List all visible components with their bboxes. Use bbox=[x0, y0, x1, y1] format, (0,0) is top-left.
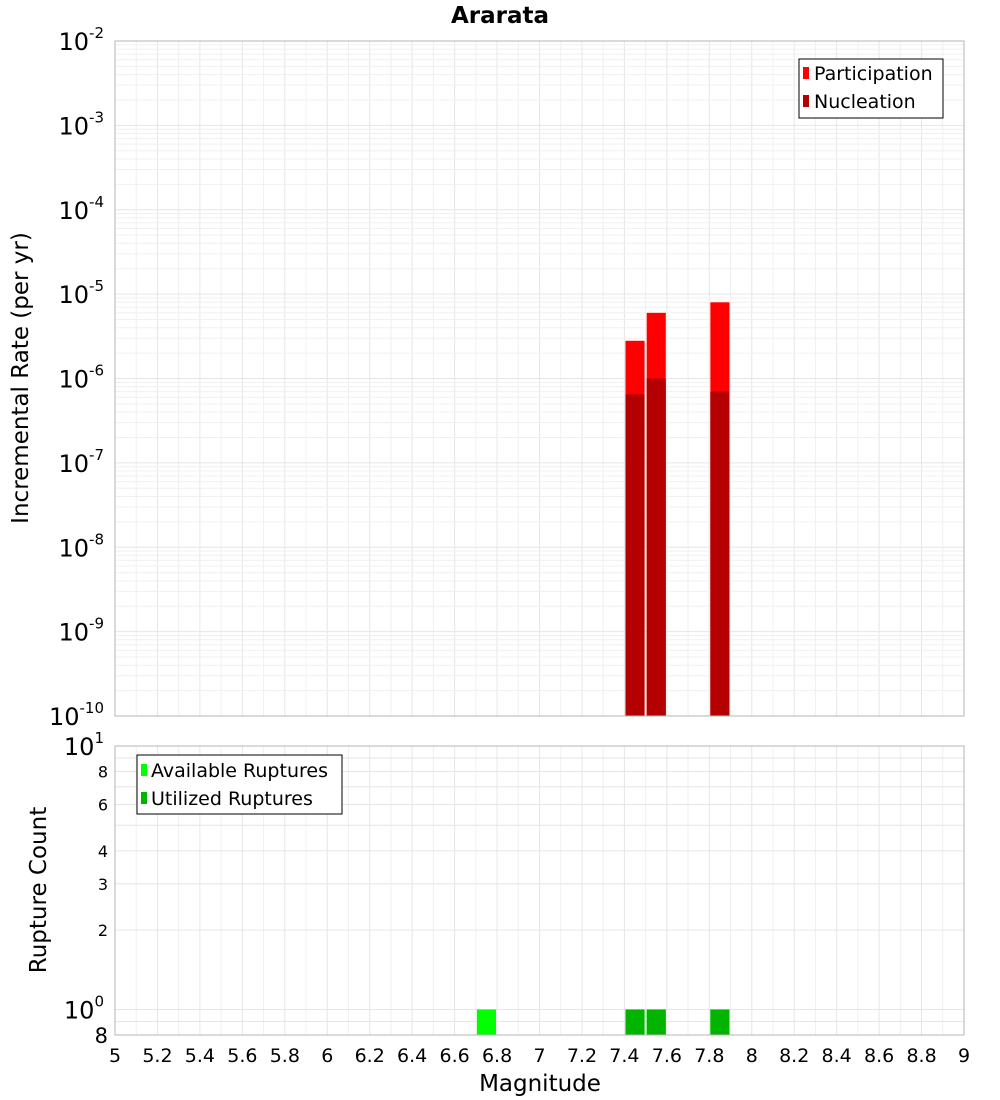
x-tick-label: 7.6 bbox=[652, 1045, 682, 1067]
top-y-tick-label: 10-8 bbox=[58, 530, 104, 562]
bottom-y-tick-label: 2 bbox=[98, 921, 108, 940]
nucleation-bar bbox=[710, 391, 730, 716]
top-y-tick-label-base: 10 bbox=[58, 450, 89, 478]
bottom-legend-box bbox=[136, 754, 343, 815]
legend-label: Nucleation bbox=[814, 91, 916, 113]
top-y-tick-label-exponent: -10 bbox=[80, 699, 105, 717]
top-y-tick-label-exponent: -9 bbox=[89, 615, 104, 633]
bottom-y-tick-label: 6 bbox=[98, 795, 108, 814]
top-y-tick-label-exponent: -2 bbox=[89, 24, 104, 42]
top-y-tick-label: 10-4 bbox=[58, 193, 104, 225]
grid-lines bbox=[114, 41, 965, 1036]
top-y-tick-label: 10-10 bbox=[49, 699, 104, 731]
x-tick-label: 5.6 bbox=[227, 1045, 257, 1067]
bottom-y-tick-label: 8 bbox=[95, 1024, 108, 1048]
top-bars bbox=[625, 302, 730, 716]
bottom-y-tick-label: 101 bbox=[64, 729, 104, 761]
utilized-ruptures-bar bbox=[646, 1009, 666, 1035]
top-y-tick-label-base: 10 bbox=[58, 366, 89, 394]
x-tick-label: 6.6 bbox=[439, 1045, 469, 1067]
x-tick-label: 8.4 bbox=[822, 1045, 852, 1067]
legend-swatch bbox=[141, 764, 147, 776]
bottom-legend: Available Ruptures Utilized Ruptures bbox=[136, 754, 343, 815]
top-y-tick-label-base: 10 bbox=[58, 197, 89, 225]
top-y-tick-label-exponent: -5 bbox=[89, 277, 104, 295]
x-tick-label: 7.8 bbox=[694, 1045, 724, 1067]
bottom-y-tick-label-base: 10 bbox=[64, 996, 95, 1024]
top-y-tick-label: 10-9 bbox=[58, 615, 104, 647]
x-tick-label: 7 bbox=[533, 1045, 545, 1067]
top-y-tick-label-base: 10 bbox=[49, 703, 80, 731]
bottom-y-axis-title: Rupture Count bbox=[26, 807, 52, 973]
top-y-tick-label-base: 10 bbox=[58, 534, 89, 562]
legend-swatch bbox=[803, 95, 809, 107]
x-tick-label: 6 bbox=[321, 1045, 333, 1067]
x-tick-label: 7.4 bbox=[609, 1045, 639, 1067]
top-legend: Participation Nucleation bbox=[798, 58, 944, 119]
bottom-y-tick-label-base: 10 bbox=[64, 733, 95, 761]
x-tick-label: 6.2 bbox=[355, 1045, 385, 1067]
utilized-ruptures-bar bbox=[625, 1009, 645, 1035]
top-y-tick-label-base: 10 bbox=[58, 28, 89, 56]
bottom-y-tick-label: 8 bbox=[98, 763, 108, 782]
chart-title: Ararata bbox=[451, 3, 549, 29]
top-legend-box bbox=[798, 58, 944, 119]
x-tick-label: 5.2 bbox=[142, 1045, 172, 1067]
legend-label: Available Ruptures bbox=[151, 760, 328, 782]
nucleation-bar bbox=[646, 378, 666, 716]
top-y-tick-label-exponent: -6 bbox=[89, 362, 104, 380]
top-y-tick-label: 10-6 bbox=[58, 362, 104, 394]
bottom-plot-frame bbox=[114, 745, 965, 1036]
top-y-tick-label-base: 10 bbox=[58, 112, 89, 140]
top-y-tick-label-base: 10 bbox=[58, 619, 89, 647]
bottom-y-tick-label: 100 bbox=[64, 992, 104, 1024]
x-tick-label: 6.8 bbox=[482, 1045, 512, 1067]
bottom-bars bbox=[476, 1009, 730, 1035]
x-tick-label: 5.8 bbox=[270, 1045, 300, 1067]
x-tick-label: 6.4 bbox=[397, 1045, 427, 1067]
bottom-y-tick-label: 4 bbox=[98, 842, 108, 861]
top-y-tick-label-exponent: -4 bbox=[89, 193, 104, 211]
bottom-y-tick-label-exponent: 1 bbox=[94, 729, 104, 747]
x-axis-title: Magnitude bbox=[479, 1071, 601, 1097]
bottom-y-tick-label: 3 bbox=[98, 875, 108, 894]
top-y-tick-label: 10-5 bbox=[58, 277, 104, 309]
available-ruptures-bar bbox=[476, 1009, 496, 1035]
top-y-tick-label-base: 10 bbox=[58, 281, 89, 309]
top-y-tick-label: 10-7 bbox=[58, 446, 104, 478]
top-y-axis-title: Incremental Rate (per yr) bbox=[8, 232, 34, 524]
x-tick-label: 8.8 bbox=[906, 1045, 936, 1067]
x-tick-label: 5.4 bbox=[185, 1045, 215, 1067]
x-tick-label: 8.6 bbox=[864, 1045, 894, 1067]
bottom-y-tick-label-exponent: 0 bbox=[94, 992, 104, 1010]
x-tick-label: 9 bbox=[958, 1045, 970, 1067]
top-y-tick-label: 10-2 bbox=[58, 24, 104, 56]
top-y-tick-label-exponent: -8 bbox=[89, 530, 104, 548]
top-plot-frame bbox=[114, 40, 965, 717]
legend-swatch bbox=[141, 792, 147, 804]
legend-label: Utilized Ruptures bbox=[151, 788, 313, 810]
x-tick-label: 5 bbox=[109, 1045, 121, 1067]
legend-swatch bbox=[803, 67, 809, 79]
x-tick-label: 7.2 bbox=[567, 1045, 597, 1067]
utilized-ruptures-bar bbox=[710, 1009, 730, 1035]
legend-label: Participation bbox=[814, 63, 933, 85]
x-tick-label: 8.2 bbox=[779, 1045, 809, 1067]
x-tick-label: 8 bbox=[746, 1045, 758, 1067]
nucleation-bar bbox=[625, 394, 645, 716]
top-y-tick-label: 10-3 bbox=[58, 108, 104, 140]
top-y-tick-label-exponent: -7 bbox=[89, 446, 104, 464]
top-y-tick-label-exponent: -3 bbox=[89, 108, 104, 126]
